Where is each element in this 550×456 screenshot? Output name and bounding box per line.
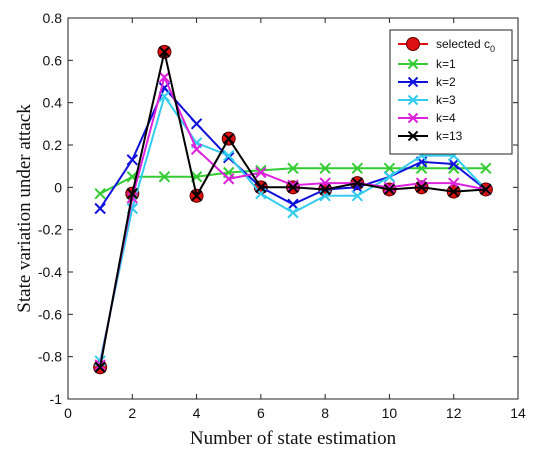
series-point [287,179,299,191]
series-point [480,162,492,174]
series-point [94,187,106,200]
series-point [351,177,363,189]
legend-label: k=3 [436,93,456,107]
series-point [415,181,428,194]
series-point [448,162,460,174]
series-point [480,183,492,196]
y-tick-label: 0.8 [43,10,63,26]
series-point [383,183,396,196]
legend-marker [407,76,419,88]
x-tick-label: 4 [193,405,201,421]
x-tick-label: 8 [321,405,329,421]
legend-entry: k=4 [398,111,456,125]
legend-entry: k=2 [398,75,456,89]
y-tick-label: 0.6 [43,52,63,68]
series-point [190,190,203,202]
series-point [287,181,299,194]
x-axis-ticks: 0 2 4 6 8 10 12 14 [64,18,526,421]
legend-marker [407,112,419,124]
series-point [351,190,363,202]
series-point [158,171,171,183]
legend-marker [407,130,419,142]
legend-marker [407,58,419,70]
y-tick-label: 0.4 [43,95,63,111]
legend-entry-selected: selected c0 [398,37,495,54]
series-point [448,158,460,170]
series-point [158,71,171,83]
y-tick-label: -0.6 [38,306,62,322]
y-tick-label: -0.2 [38,222,62,238]
series-point [287,207,299,219]
y-axis-title: State variation under attack [14,104,35,313]
legend-entry: k=3 [398,93,456,107]
x-tick-label: 6 [257,405,265,421]
series-point [319,162,331,174]
series-point [383,162,396,174]
x-axis-title: Number of state estimation [190,428,397,449]
series-point [94,202,106,215]
x-tick-label: 12 [446,405,462,421]
legend: selected c0 k=1 k=2 k=3 k=4 k=13 [389,29,513,155]
y-axis-ticks: 0.8 0.6 0.4 0.2 0 -0.2 -0.4 -0.6 -0.8 -1 [38,10,518,407]
legend-entry: k=1 [398,57,456,71]
y-tick-label: 0 [54,179,62,195]
x-tick-label: 14 [510,405,526,421]
series-point [415,177,428,189]
series-point [126,187,138,200]
legend-entry: k=13 [398,129,463,143]
series-point [255,166,267,179]
legend-marker [407,94,419,106]
legend-label: k=13 [436,129,463,143]
series-point [190,118,203,130]
series-point [448,177,460,189]
series-point [94,361,106,373]
series-point [351,162,363,174]
y-tick-label: -1 [50,391,63,407]
y-tick-label: -0.4 [38,264,62,280]
series-point [319,183,331,196]
y-tick-label: -0.8 [38,349,62,365]
series-point [287,162,299,174]
series-point [223,173,235,185]
legend-label: k=1 [436,57,456,71]
series-point [383,171,396,183]
series-point [383,181,396,194]
series-k-13 [94,46,492,373]
legend-label: k=4 [436,111,456,125]
series-point [448,185,460,198]
legend-label: selected c0 [436,37,495,54]
y-tick-label: 0.2 [43,137,63,153]
x-tick-label: 10 [382,405,398,421]
x-tick-label: 0 [64,405,72,421]
series-point [287,198,299,210]
series-point [223,149,235,162]
x-tick-label: 2 [128,405,136,421]
plot-frame [67,17,519,400]
legend-label: k=2 [436,75,456,89]
series-point [223,132,235,145]
series-k-1 [94,162,492,200]
legend-marker [406,37,420,51]
series-point [158,46,171,58]
series-point [255,181,267,194]
series-point [190,143,203,155]
series-point [126,154,138,166]
